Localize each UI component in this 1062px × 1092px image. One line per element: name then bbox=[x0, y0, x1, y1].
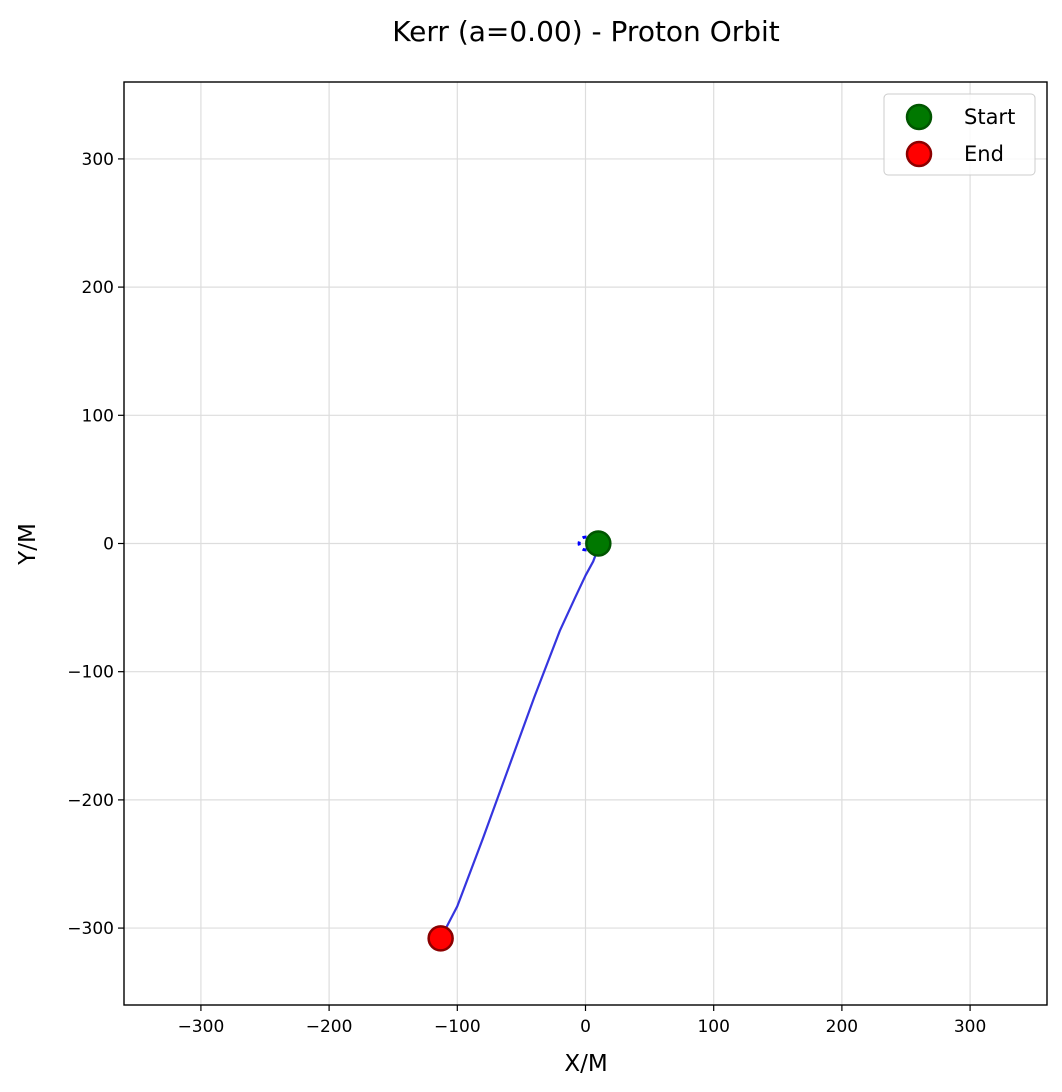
legend-start-label: Start bbox=[964, 105, 1015, 129]
y-tick-label: −200 bbox=[67, 791, 114, 811]
x-tick-label: 0 bbox=[580, 1017, 591, 1037]
start-marker bbox=[586, 532, 610, 556]
x-tick-label: 300 bbox=[954, 1017, 986, 1037]
y-tick-label: 300 bbox=[82, 150, 114, 170]
legend-end-label: End bbox=[964, 142, 1004, 166]
x-tick-label: −300 bbox=[178, 1017, 225, 1037]
y-tick-label: 0 bbox=[103, 535, 114, 555]
y-tick-label: −100 bbox=[67, 663, 114, 683]
x-tick-label: −100 bbox=[434, 1017, 481, 1037]
y-tick-label: 200 bbox=[82, 278, 114, 298]
y-tick-label: −300 bbox=[67, 919, 114, 939]
legend-end-marker bbox=[907, 142, 931, 166]
y-axis-label: Y/M bbox=[15, 523, 41, 566]
x-tick-label: 100 bbox=[697, 1017, 729, 1037]
chart-title: Kerr (a=0.00) - Proton Orbit bbox=[392, 15, 780, 48]
x-tick-label: 200 bbox=[826, 1017, 858, 1037]
x-tick-label: −200 bbox=[306, 1017, 353, 1037]
x-axis-label: X/M bbox=[564, 1051, 607, 1077]
end-marker bbox=[429, 926, 453, 950]
legend: Start End bbox=[884, 94, 1035, 175]
y-tick-label: 100 bbox=[82, 406, 114, 426]
legend-start-marker bbox=[907, 105, 931, 129]
